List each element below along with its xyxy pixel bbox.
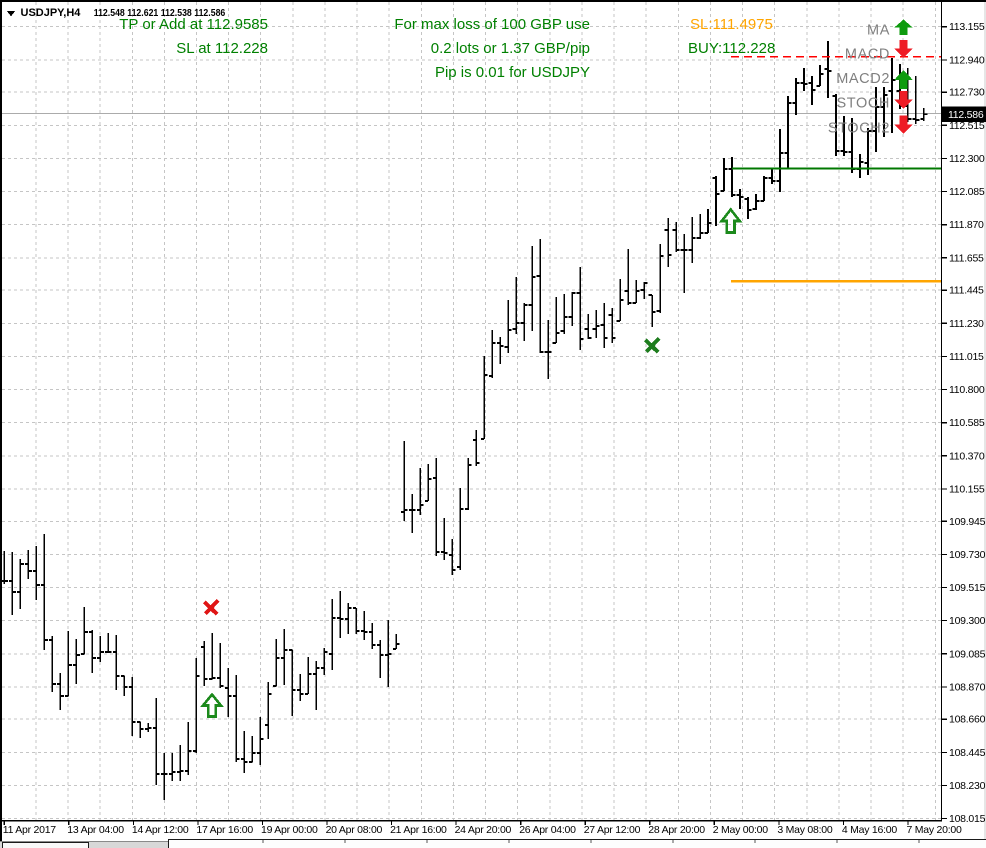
svg-text:STOCH: STOCH: [837, 96, 891, 112]
svg-text:111.230: 111.230: [949, 318, 984, 330]
svg-text:11 Apr 2017: 11 Apr 2017: [3, 824, 57, 836]
svg-text:111.870: 111.870: [949, 219, 984, 231]
svg-text:For max loss of 100 GBP use: For max loss of 100 GBP use: [394, 16, 590, 33]
svg-text:4 May 16:00: 4 May 16:00: [842, 824, 897, 836]
svg-text:13 Apr 04:00: 13 Apr 04:00: [67, 824, 124, 836]
svg-text:113.155: 113.155: [949, 21, 985, 33]
svg-text:109.945: 109.945: [949, 516, 986, 528]
svg-text:109.515: 109.515: [949, 582, 986, 594]
svg-text:108.445: 108.445: [949, 747, 986, 759]
svg-text:108.870: 108.870: [949, 681, 986, 693]
svg-text:24 Apr 20:00: 24 Apr 20:00: [455, 824, 512, 836]
svg-text:USDJPY,H4: USDJPY,H4: [21, 7, 82, 19]
svg-text:110.370: 110.370: [949, 450, 985, 462]
svg-text:17 Apr 16:00: 17 Apr 16:00: [196, 824, 253, 836]
svg-text:21 Apr 16:00: 21 Apr 16:00: [390, 824, 447, 836]
svg-text:3 May 08:00: 3 May 08:00: [777, 824, 832, 836]
svg-text:108.660: 108.660: [949, 714, 986, 726]
svg-text:111.655: 111.655: [949, 252, 984, 264]
svg-text:109.300: 109.300: [949, 615, 986, 627]
svg-text:19 Apr 00:00: 19 Apr 00:00: [261, 824, 318, 836]
svg-text:7 May 20:00: 7 May 20:00: [907, 824, 962, 836]
svg-text:112.548 112.621 112.538 112.58: 112.548 112.621 112.538 112.586: [94, 7, 226, 19]
svg-text:27 Apr 12:00: 27 Apr 12:00: [584, 824, 641, 836]
svg-text:MACD: MACD: [845, 47, 890, 63]
svg-text:20 Apr 08:00: 20 Apr 08:00: [326, 824, 383, 836]
svg-text:28 Apr 20:00: 28 Apr 20:00: [648, 824, 705, 836]
svg-text:108.015: 108.015: [949, 813, 986, 825]
svg-text:110.800: 110.800: [949, 384, 985, 396]
svg-text:0.2 lots or 1.37 GBP/pip: 0.2 lots or 1.37 GBP/pip: [431, 40, 590, 57]
svg-text:108.230: 108.230: [949, 780, 986, 792]
svg-text:110.155: 110.155: [949, 483, 985, 495]
svg-text:BUY:112.228: BUY:112.228: [688, 40, 775, 57]
svg-text:109.085: 109.085: [949, 648, 986, 660]
svg-text:SL at 112.228: SL at 112.228: [176, 40, 268, 57]
svg-text:SL:111.4975: SL:111.4975: [690, 16, 773, 33]
svg-text:111.015: 111.015: [949, 351, 984, 363]
svg-text:Pip is 0.01 for USDJPY: Pip is 0.01 for USDJPY: [435, 64, 590, 81]
svg-text:112.085: 112.085: [949, 186, 985, 198]
svg-text:110.585: 110.585: [949, 417, 985, 429]
svg-text:26 Apr 04:00: 26 Apr 04:00: [519, 824, 576, 836]
svg-text:112.940: 112.940: [949, 54, 985, 66]
svg-text:112.586: 112.586: [948, 109, 984, 121]
svg-text:112.730: 112.730: [949, 87, 985, 99]
svg-text:14 Apr 12:00: 14 Apr 12:00: [132, 824, 189, 836]
svg-text:112.515: 112.515: [949, 120, 985, 132]
svg-text:111.445: 111.445: [949, 285, 984, 297]
svg-text:112.300: 112.300: [949, 153, 985, 165]
svg-text:MACD2: MACD2: [836, 71, 890, 87]
svg-text:STOCH2: STOCH2: [828, 121, 890, 137]
svg-text:2 May 00:00: 2 May 00:00: [713, 824, 768, 836]
svg-text:109.730: 109.730: [949, 549, 986, 561]
svg-text:TP or Add at 112.9585: TP or Add at 112.9585: [119, 16, 268, 33]
svg-text:MA: MA: [867, 23, 890, 39]
